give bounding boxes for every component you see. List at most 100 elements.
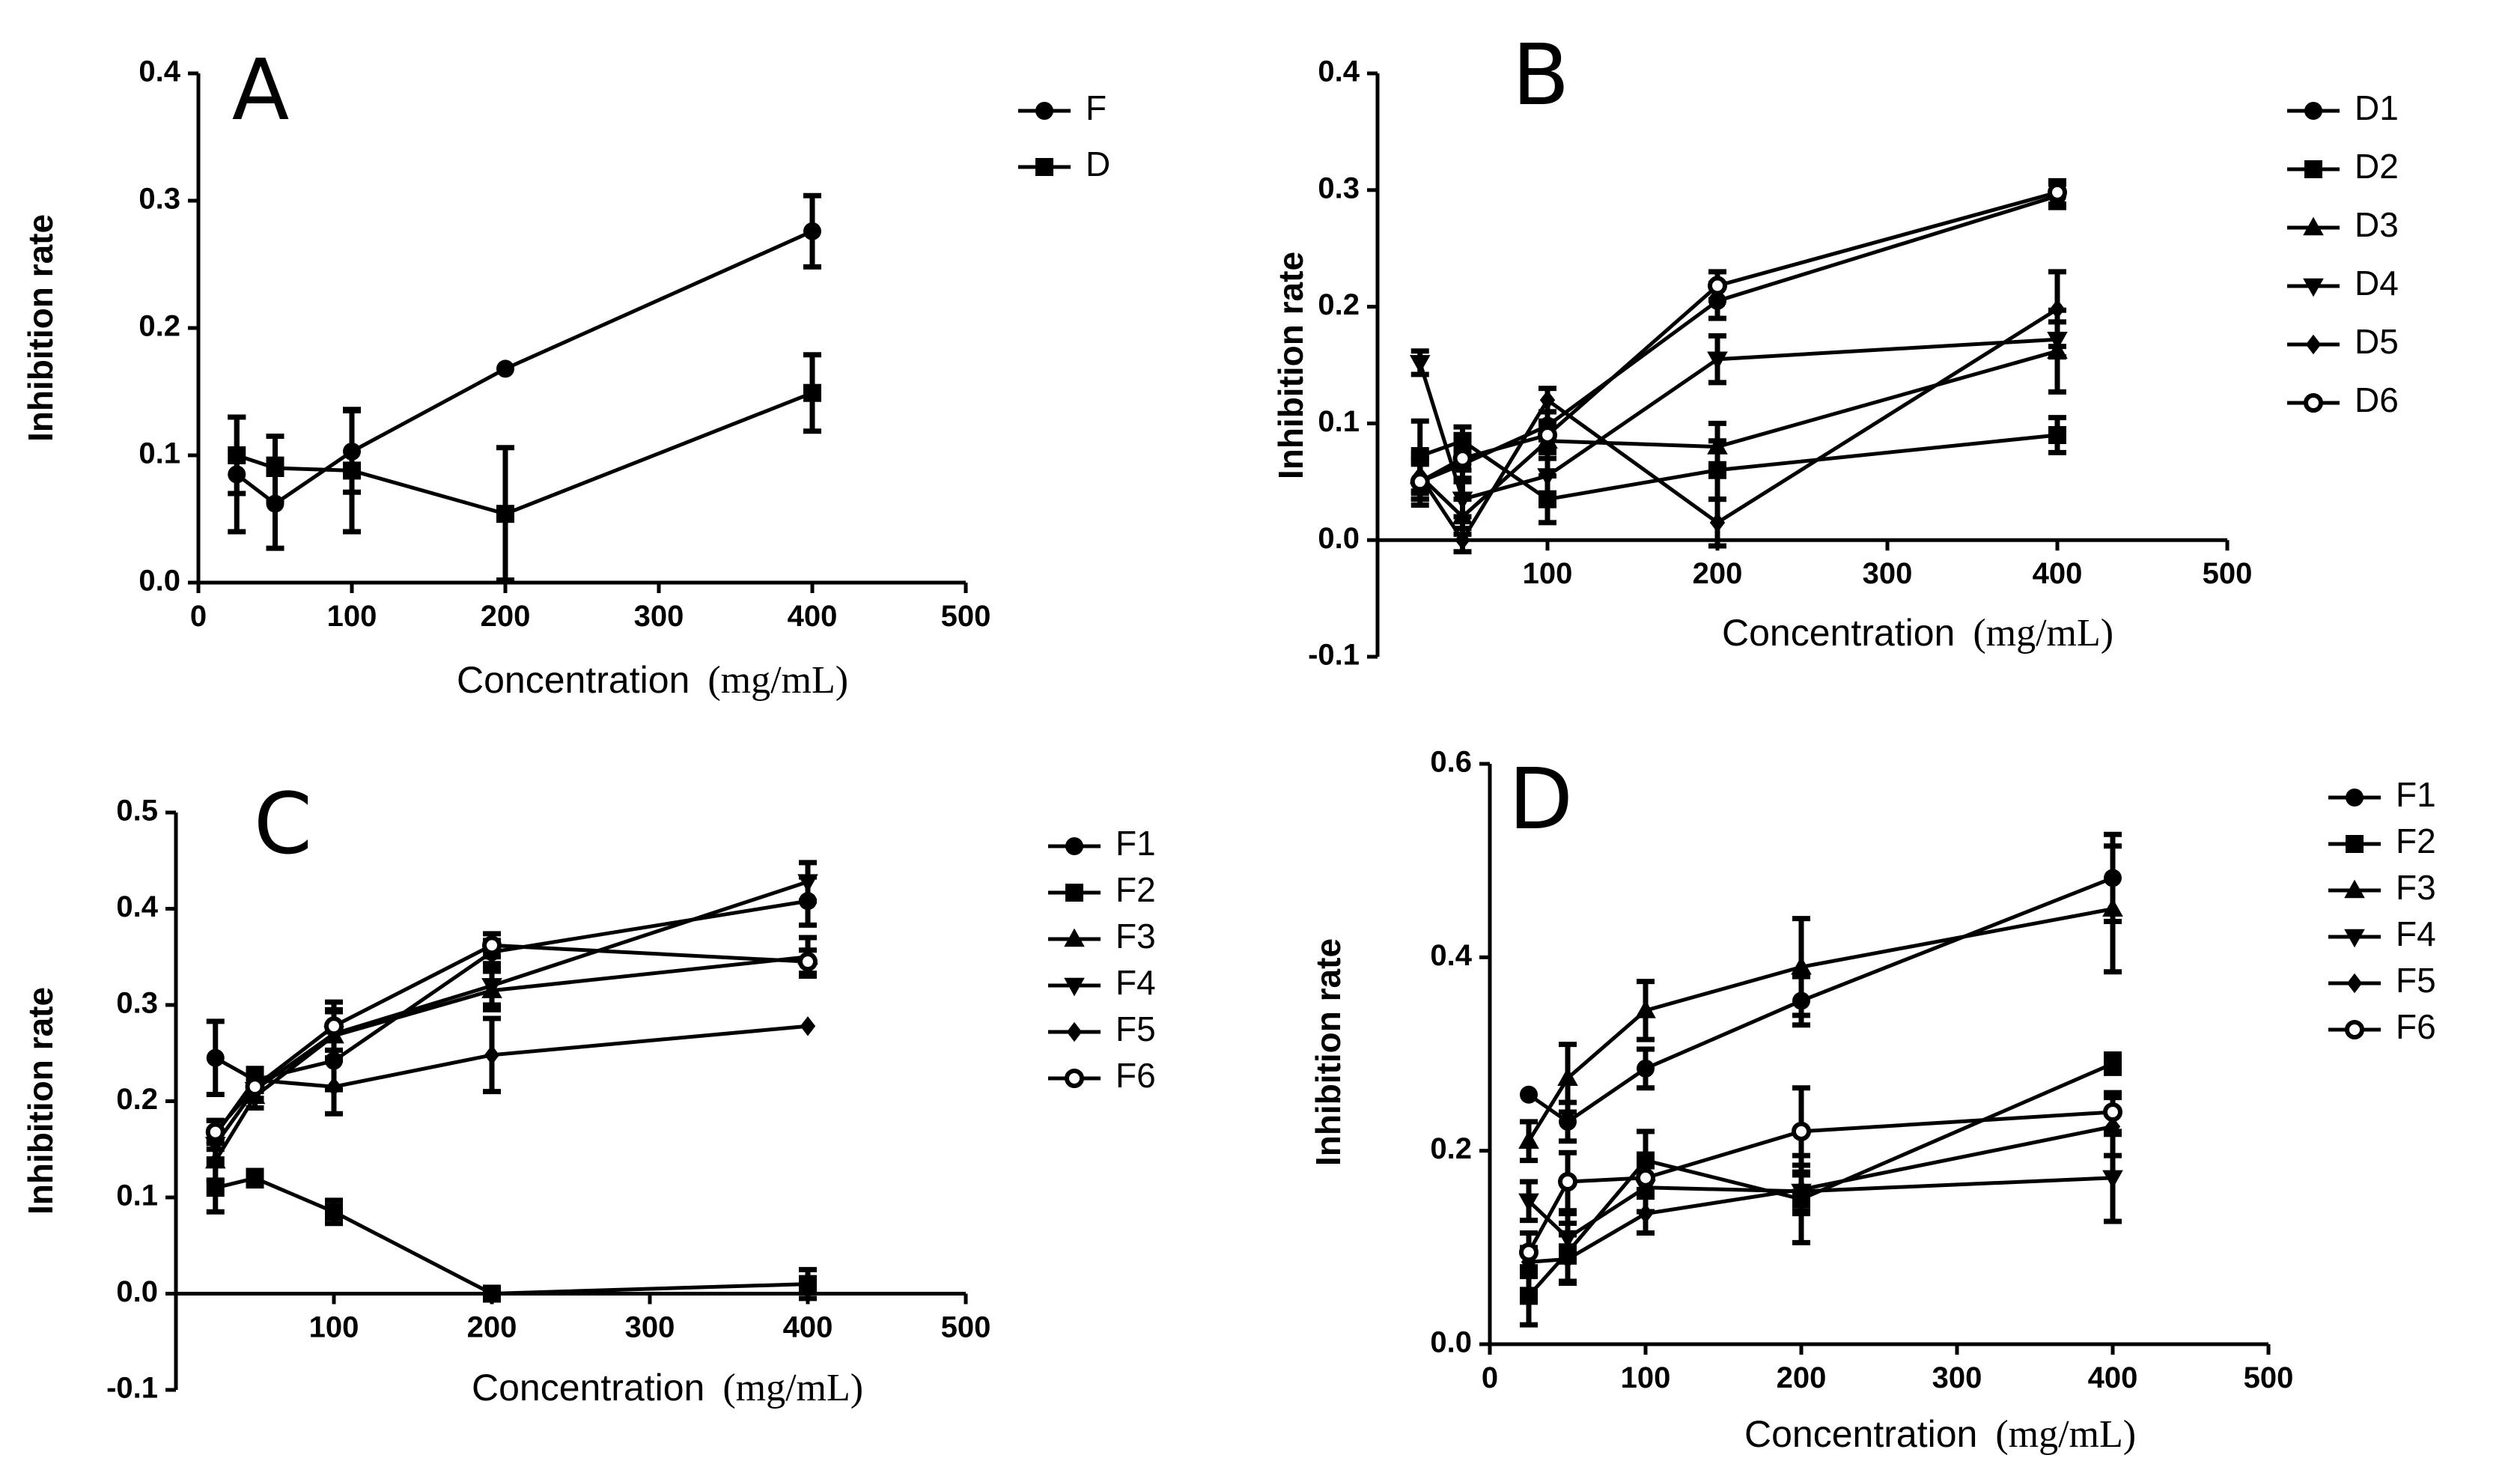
legend-marker [2303,278,2324,297]
x-axis-label-unit: (mg/mL) [707,659,848,702]
x-tick-label: 400 [2033,557,2083,590]
legend-item-f1: F1 [2328,775,2436,814]
legend-label: D4 [2355,264,2399,303]
data-point [798,952,818,972]
x-tick-label: 400 [788,600,838,633]
x-axis-label-unit: (mg/mL) [722,1367,863,1409]
y-tick-label: 0.2 [1318,288,1360,321]
panel-b: B -0.1 0.0 0.1 0.2 0.3 0.4 100 200 300 400 500 Inhib… [1271,27,2399,672]
y-axis-label: Inhibition rate [21,214,60,442]
legend-label: F4 [1116,963,1156,1002]
legend-marker [2346,789,2364,807]
data-point [803,383,821,402]
data-point [1452,449,1473,469]
data-point [1410,472,1430,492]
series-line [236,391,813,516]
data-point [483,1284,501,1303]
y-tick-label: 0.3 [1318,171,1360,204]
data-point [800,1016,816,1036]
series-f4 [1518,1132,2123,1265]
data-point [1707,436,1728,455]
data-point [1455,530,1470,550]
data-point [1635,999,1656,1018]
data-point [326,1077,342,1097]
y-tick-label: 0.1 [116,1179,158,1212]
series-d2 [1410,415,2066,526]
legend-marker [2304,393,2323,413]
x-tick-label: 100 [1523,557,1573,590]
legend-marker [2305,334,2322,355]
series-f6 [1519,1085,2122,1275]
y-tick-label: 0.1 [1318,405,1360,438]
series-d4 [1409,319,2068,520]
data-point [799,1275,817,1293]
legend-item-f2: F2 [1048,870,1156,909]
series-line [235,229,814,506]
x-tick-label: 100 [327,600,377,633]
legend-marker [1065,884,1083,902]
legend-label: F6 [1116,1056,1156,1095]
y-axis-label: Inhibition rate [1309,938,1348,1166]
legend-marker [1066,1021,1083,1042]
data-point [2103,1102,2122,1122]
y-tick-label: 0.2 [116,1083,158,1116]
x-tick-label: 200 [1777,1361,1827,1394]
legend-label: F [1086,88,1107,127]
series-f3 [1518,843,2123,1164]
x-tick-label: 0 [1482,1361,1498,1394]
data-point [2102,898,2123,917]
x-tick-label: 300 [1863,557,1913,590]
legend-item-f: F [1018,88,1107,127]
data-point [496,505,514,523]
legend-item-d1: D1 [2287,88,2399,127]
data-point [246,1169,264,1188]
data-point [2102,1170,2123,1189]
legend-marker [1065,837,1083,855]
x-axis-label-text: Concentration [472,1367,704,1409]
series-f [228,192,821,551]
legend-item-f5: F5 [2328,961,2436,1000]
panel-a: A 0.0 0.1 0.2 0.3 0.4 0 100 200 300 400 500 Inhibiti… [21,42,1110,702]
y-tick-label: -0.1 [1308,639,1360,672]
legend-item-f1: F1 [1048,824,1156,863]
legend-marker [2345,1020,2364,1039]
legend-marker [2304,102,2322,120]
data-point [2048,182,2067,202]
legend-item-f6: F6 [1048,1056,1156,1095]
legend-label: F2 [2396,822,2436,860]
legend-marker [1064,977,1085,997]
legend-item-d2: D2 [2287,147,2399,186]
x-axis-label: Concentration (mg/mL) [1744,1413,2136,1456]
data-point [1558,1172,1577,1191]
data-point [1452,491,1473,511]
series-line [213,880,809,1146]
x-tick-label: 200 [467,1311,517,1344]
legend-label: F6 [2396,1007,2436,1046]
data-point [228,446,246,464]
y-tick-label: 0.4 [1430,939,1472,972]
data-point [2048,425,2066,444]
x-axis-label-text: Concentration [1744,1413,1977,1455]
x-tick-label: 100 [309,1311,359,1344]
data-point [245,1077,265,1097]
data-point [482,935,502,956]
series-f6 [205,931,818,1147]
data-point [1537,468,1558,487]
data-point [1637,1203,1654,1224]
data-point [1519,1242,1539,1263]
legend-label: D1 [2355,88,2399,127]
data-point [1559,1112,1577,1131]
data-point [1707,351,1728,371]
legend-label: F5 [1116,1009,1156,1048]
data-point [803,222,821,240]
series-line [213,955,809,1162]
data-point [1636,1167,1655,1188]
x-axis-label-unit: (mg/mL) [1995,1413,2136,1456]
data-point [206,1048,225,1067]
legend-marker [2344,929,2365,948]
series-f5 [206,1015,816,1152]
legend-label: D2 [2355,147,2399,186]
y-axis-label: Inhibition rate [21,987,60,1215]
series-f1 [1520,831,2122,1144]
series-line [1527,876,2113,1124]
